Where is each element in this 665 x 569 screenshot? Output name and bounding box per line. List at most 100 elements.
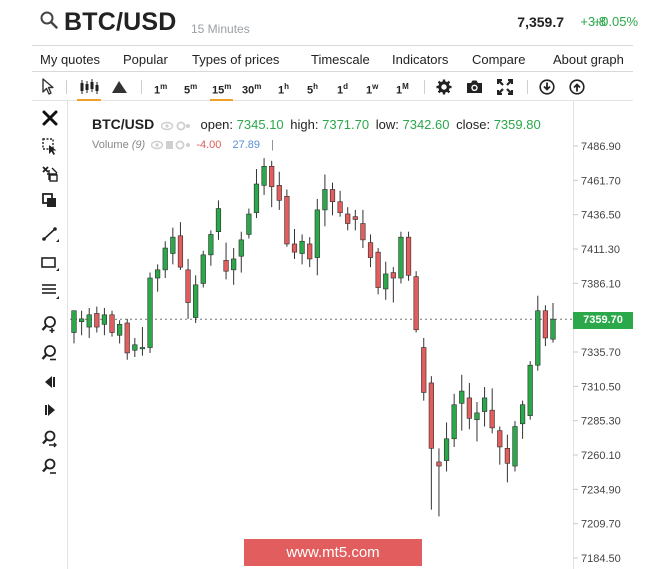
candle-body-down xyxy=(390,272,396,279)
upload-icon[interactable] xyxy=(569,79,585,95)
timeframe-1m-button[interactable]: 1m xyxy=(154,77,167,97)
cursor-select-icon[interactable] xyxy=(41,137,59,155)
visibility-icons[interactable] xyxy=(160,121,191,131)
candle xyxy=(535,295,541,371)
timeframe-label: 30 xyxy=(242,84,255,97)
delete-drawings-icon[interactable] xyxy=(41,164,59,182)
volume-label: Volume xyxy=(92,139,129,151)
candle-body-up xyxy=(246,213,252,235)
area-chart-icon[interactable] xyxy=(112,80,127,93)
candle xyxy=(367,234,374,268)
candle-body-up xyxy=(512,426,518,467)
zoom-out-icon[interactable] xyxy=(41,344,59,362)
copy-icon[interactable] xyxy=(41,192,59,210)
price-axis[interactable] xyxy=(573,101,665,569)
candle xyxy=(170,227,176,265)
candle xyxy=(291,228,298,259)
volume-value-b: 27.89 xyxy=(232,139,261,151)
horizontal-lines-icon[interactable] xyxy=(41,282,59,300)
timeframe-unit: M xyxy=(402,82,409,91)
menu-my-quotes[interactable]: My quotes xyxy=(40,52,100,67)
candle xyxy=(466,382,472,430)
candle-body-up xyxy=(231,258,237,271)
candle-body-up xyxy=(451,404,457,440)
candle xyxy=(314,198,320,276)
timeframe-30m-button[interactable]: 30m xyxy=(242,77,261,97)
trend-line-icon[interactable] xyxy=(41,225,59,243)
zoom-in-icon[interactable] xyxy=(41,315,59,333)
candle xyxy=(200,250,206,288)
timeframe-1w-button[interactable]: 1w xyxy=(366,77,378,97)
rectangle-icon[interactable] xyxy=(41,254,59,272)
low-label: low: xyxy=(375,117,399,132)
candle-body-down xyxy=(375,251,381,288)
candle xyxy=(223,242,229,280)
volume-legend: Volume (9) -4.00 27.89 | xyxy=(92,139,274,151)
timeframe-5h-button[interactable]: 5h xyxy=(307,77,318,97)
timeframe-5m-button[interactable]: 5m xyxy=(184,77,197,97)
candle-body-down xyxy=(436,461,442,467)
candle-body-up xyxy=(322,189,328,211)
candle xyxy=(307,237,313,268)
menu-timescale[interactable]: Timescale xyxy=(311,52,370,67)
candle xyxy=(489,388,495,434)
candle xyxy=(459,374,465,431)
menu-compare[interactable]: Compare xyxy=(472,52,526,67)
candle-body-up xyxy=(79,318,85,322)
zoom-fit-icon[interactable] xyxy=(41,430,59,448)
candle-body-down xyxy=(497,430,503,448)
timeframe-15m-button[interactable]: 15m xyxy=(209,77,234,101)
candle xyxy=(155,264,161,292)
timeframe-label: 1 xyxy=(278,84,285,97)
candle xyxy=(261,158,267,195)
candle xyxy=(86,307,92,338)
y-tick-label: 7386.10 xyxy=(581,278,621,290)
volume-visibility-icons[interactable] xyxy=(151,140,191,150)
header: BTC/USD 15 Minutes 7,359.7 +3.8 +0.05% xyxy=(0,0,665,42)
search-icon[interactable] xyxy=(40,11,58,29)
menu-indicators[interactable]: Indicators xyxy=(392,52,449,67)
menu-popular[interactable]: Popular xyxy=(123,52,168,67)
candle-body-down xyxy=(177,235,184,268)
timeframe-unit: h xyxy=(284,82,290,91)
timeframe-1d-button[interactable]: 1d xyxy=(337,77,348,97)
candle-body-down xyxy=(291,243,298,253)
timeframe-1mo-button[interactable]: 1M xyxy=(396,77,409,97)
timeframe-1h-button[interactable]: 1h xyxy=(278,77,289,97)
candle-body-up xyxy=(71,310,77,333)
timeframe-label: 5 xyxy=(184,84,191,97)
timeframe-label: 15 Minutes xyxy=(191,22,250,36)
watermark-banner[interactable]: www.mt5.com xyxy=(244,539,422,566)
candle xyxy=(360,209,366,249)
fullscreen-icon[interactable] xyxy=(497,79,513,95)
candle-body-up xyxy=(253,183,260,213)
gear-icon[interactable] xyxy=(436,79,452,95)
y-tick-label: 7209.70 xyxy=(581,519,621,531)
zoom-reset-icon[interactable] xyxy=(41,458,59,476)
scroll-left-icon[interactable] xyxy=(41,373,59,391)
candlestick-chart-button[interactable] xyxy=(77,77,101,101)
candle-body-up xyxy=(481,397,488,412)
candle xyxy=(497,426,503,465)
menu-about-graph[interactable]: About graph xyxy=(553,52,624,67)
download-icon[interactable] xyxy=(539,79,555,95)
camera-icon[interactable] xyxy=(466,79,483,94)
toolbar-separator xyxy=(141,80,142,94)
scroll-right-icon[interactable] xyxy=(41,401,59,419)
candle-body-up xyxy=(170,236,176,254)
cursor-icon[interactable] xyxy=(41,78,55,95)
candle xyxy=(208,230,214,266)
candle xyxy=(253,169,260,219)
close-icon[interactable] xyxy=(41,109,59,127)
candle xyxy=(481,387,488,427)
menu-types-of-prices[interactable]: Types of prices xyxy=(192,52,280,67)
candle-body-down xyxy=(284,195,290,245)
candle xyxy=(421,337,427,401)
candle-body-down xyxy=(329,189,336,203)
candle-body-down xyxy=(504,448,510,464)
candle-body-up xyxy=(383,273,389,290)
y-tick-label: 7335.70 xyxy=(581,347,621,359)
toolbar: 1m 5m 15m 30m 1h 5h 1d 1w 1M xyxy=(32,73,633,101)
candle xyxy=(177,222,184,270)
